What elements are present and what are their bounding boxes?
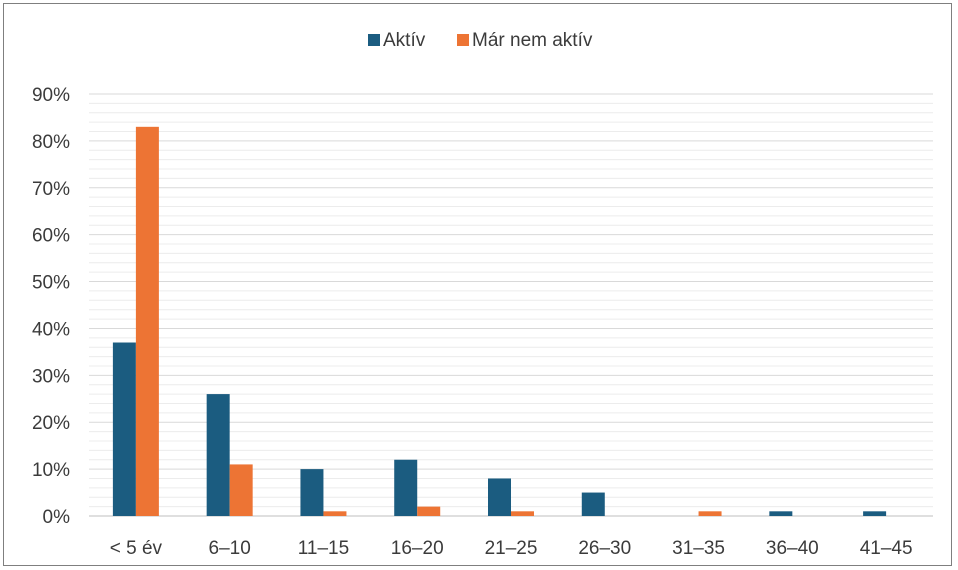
bar-chart: 0% 10% 20% 30% 40% 50% 60% 70% 80% 90% < 5 év 6–10…	[32, 30, 933, 559]
bar-aktiv	[394, 459, 418, 516]
legend-swatch	[457, 34, 469, 46]
x-tick-label: 41–45	[860, 538, 913, 559]
bar-aktiv	[112, 342, 136, 516]
x-tick-label: 36–40	[766, 538, 819, 559]
bar-aktiv	[206, 394, 230, 516]
bar-aktiv	[581, 492, 605, 516]
bar-mar-nem-aktiv	[229, 464, 253, 516]
legend-swatch	[368, 34, 380, 46]
bar-aktiv	[863, 511, 887, 516]
x-tick-label: 6–10	[209, 538, 251, 559]
legend: Aktív Már nem aktív	[368, 30, 593, 51]
legend-label: Aktív	[383, 30, 426, 51]
x-tick-label: 21–25	[485, 538, 538, 559]
y-tick-label: 10%	[32, 460, 70, 481]
y-tick-label: 80%	[32, 132, 70, 153]
x-axis: < 5 év 6–10 11–15 16–20 21–25 26–30 31–35 36–40…	[110, 538, 913, 559]
y-tick-label: 50%	[32, 273, 70, 294]
y-tick-label: 70%	[32, 179, 70, 200]
y-tick-label: 0%	[43, 507, 71, 528]
x-tick-label: 26–30	[578, 538, 631, 559]
bar-aktiv	[488, 478, 511, 516]
y-tick-label: 90%	[32, 85, 70, 106]
y-axis: 0% 10% 20% 30% 40% 50% 60% 70% 80% 90%	[32, 85, 70, 528]
bar-aktiv	[769, 511, 793, 516]
bars	[112, 126, 887, 517]
bar-mar-nem-aktiv	[323, 511, 347, 516]
y-tick-label: 20%	[32, 413, 70, 434]
bar-mar-nem-aktiv	[511, 511, 534, 516]
x-tick-label: < 5 év	[110, 538, 163, 559]
legend-label: Már nem aktív	[472, 30, 593, 51]
y-tick-label: 30%	[32, 366, 70, 387]
chart-frame: 0% 10% 20% 30% 40% 50% 60% 70% 80% 90% < 5 év 6–10…	[3, 3, 952, 566]
x-tick-label: 11–15	[298, 538, 349, 559]
y-tick-label: 60%	[32, 226, 70, 247]
bar-aktiv	[300, 469, 324, 516]
bar-mar-nem-aktiv	[135, 126, 159, 517]
x-tick-label: 31–35	[672, 538, 725, 559]
bar-mar-nem-aktiv	[698, 511, 722, 516]
y-tick-label: 40%	[32, 319, 70, 340]
bar-mar-nem-aktiv	[417, 506, 441, 516]
x-tick-label: 16–20	[391, 538, 444, 559]
